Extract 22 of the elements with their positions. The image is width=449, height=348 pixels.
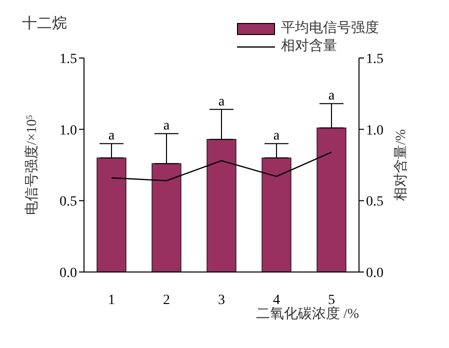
y2-tick-label: 0.0 [366,266,384,281]
annotation: a [163,118,170,134]
y2-tick-label: 1.0 [366,123,384,138]
legend-label: 相对含量 [281,38,337,56]
y-tick-label: 0.0 [60,266,77,281]
annotation: a [273,128,280,144]
y2-axis-title: 相对含量/% [393,128,409,201]
x-tick-label: 3 [218,292,225,308]
y-tick-label: 0.5 [60,194,77,210]
x-axis-title: 二氧化碳浓度 /% [256,306,360,322]
annotation: a [328,88,336,104]
annotation: a [108,128,116,144]
chart-title: 十二烷 [22,14,67,33]
y-tick-label: 1.5 [60,52,77,67]
x-tick-label: 2 [163,292,170,308]
y2-tick-label: 1.5 [366,52,384,67]
x-tick-label: 1 [108,292,115,308]
y-tick-label: 1.0 [60,123,77,138]
annotation: a [218,94,226,110]
legend-label: 平均电信号强度 [281,20,379,38]
y2-tick-label: 0.5 [366,194,384,210]
x-tick-label: 4 [273,292,280,308]
